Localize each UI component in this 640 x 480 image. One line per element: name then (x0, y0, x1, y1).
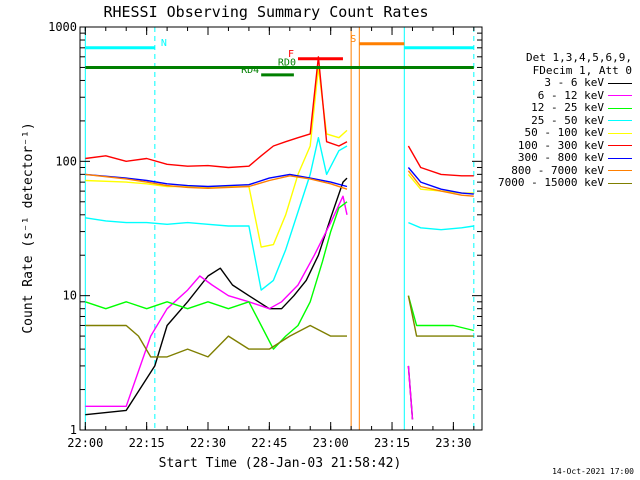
series-line-25-50-keV (85, 137, 348, 291)
series-line-50-100-keV (85, 66, 348, 248)
x-tick-label: 22:15 (129, 436, 165, 450)
series-line-300-800-keV (85, 173, 348, 188)
y-tick-label: 10 (63, 289, 77, 303)
x-tick-label: 23:15 (374, 436, 410, 450)
series-line-6-12-keV (85, 195, 348, 407)
legend-entry-label: 12 - 25 keV (531, 101, 604, 114)
y-tick-label: 1 (70, 423, 77, 437)
x-tick-label: 22:45 (251, 436, 287, 450)
legend-entry: 300 - 800 keV (462, 151, 632, 165)
legend-swatch (608, 145, 632, 146)
chart-title: RHESSI Observing Summary Count Rates (103, 3, 428, 21)
y-tick-label: 100 (55, 154, 77, 168)
legend-entry-label: 100 - 300 keV (517, 138, 604, 152)
legend-entry-label: 7000 - 15000 keV (498, 176, 604, 189)
series-line-12-25-keV (85, 201, 348, 350)
series-line-late-300-800-keV (407, 167, 474, 195)
flag-label-f: F (288, 49, 294, 60)
x-tick-label: 22:30 (190, 436, 226, 450)
legend: Det 1,3,4,5,6,9, FDecim 1, Att 0 3 - 6 k… (462, 51, 632, 190)
legend-swatch (608, 120, 632, 121)
x-tick-label: 22:00 (67, 436, 103, 450)
legend-swatch (608, 107, 632, 109)
plot-frame (79, 26, 483, 431)
legend-entry: 12 - 25 keV (462, 101, 632, 115)
flag-label-n: N (161, 38, 167, 49)
x-tick-label: 23:00 (313, 436, 349, 450)
y-axis-label: Count Rate (s⁻¹ detector⁻¹) (21, 122, 36, 333)
legend-entry: 6 - 12 keV (462, 88, 632, 103)
x-tick-label: 23:30 (435, 436, 471, 450)
legend-swatch (608, 170, 632, 171)
legend-entry-label: 300 - 800 keV (517, 151, 604, 164)
series-line-3-6-keV (85, 177, 348, 416)
legend-entry: 50 - 100 keV (462, 126, 632, 140)
series-line-late-6-12-keV (407, 365, 414, 420)
series-line-late-25-50-keV (408, 221, 474, 231)
legend-swatch (608, 95, 632, 96)
legend-entry: 25 - 50 keV (462, 113, 632, 128)
series-line-late-12-25-keV (407, 295, 474, 332)
flag-label-s: S (350, 34, 356, 45)
legend-entry: 800 - 7000 keV (462, 163, 632, 178)
legend-entry-label: 6 - 12 keV (537, 88, 604, 102)
legend-swatch (608, 157, 632, 159)
x-axis-label: Start Time (28-Jan-03 21:58:42) (159, 456, 402, 471)
legend-entry: 7000 - 15000 keV (462, 176, 632, 190)
series-line-800-7000-keV (85, 173, 348, 190)
legend-entry: 3 - 6 keV (462, 76, 632, 90)
legend-swatch (608, 82, 632, 84)
legend-entry-label: 800 - 7000 keV (511, 163, 604, 177)
legend-entry: 100 - 300 keV (462, 138, 632, 153)
legend-swatch (608, 182, 632, 184)
series-line-100-300-keV (85, 56, 348, 169)
legend-entry-label: 3 - 6 keV (544, 76, 604, 89)
legend-entry-label: 50 - 100 keV (524, 126, 604, 139)
legend-entry-label: 25 - 50 keV (531, 113, 604, 127)
legend-header-line-2: FDecim 1, Att 0 (532, 63, 632, 77)
flag-label-rd4: RD4 (241, 65, 259, 76)
y-tick-label: 1000 (48, 20, 77, 34)
series-line-late-800-7000-keV (407, 170, 474, 197)
series-line-late-7000-15000-keV (407, 295, 474, 337)
axes: 22:00 22:15 22:30 22:45 23:00 23:15 23:30 1 10 10… (48, 20, 482, 450)
legend-header-line-1: Det 1,3,4,5,6,9, (526, 51, 632, 64)
timestamp: 14-Oct-2021 17:00 (552, 467, 634, 476)
legend-swatch (608, 132, 632, 134)
series-line-late-100-300-keV (407, 145, 474, 177)
legend-items: 3 - 6 keV 6 - 12 keV 12 - 25 keV 25 - 50 ke… (462, 76, 632, 190)
flag-label-rd0: RD0 (278, 57, 296, 68)
series-line-7000-15000-keV (85, 324, 347, 358)
